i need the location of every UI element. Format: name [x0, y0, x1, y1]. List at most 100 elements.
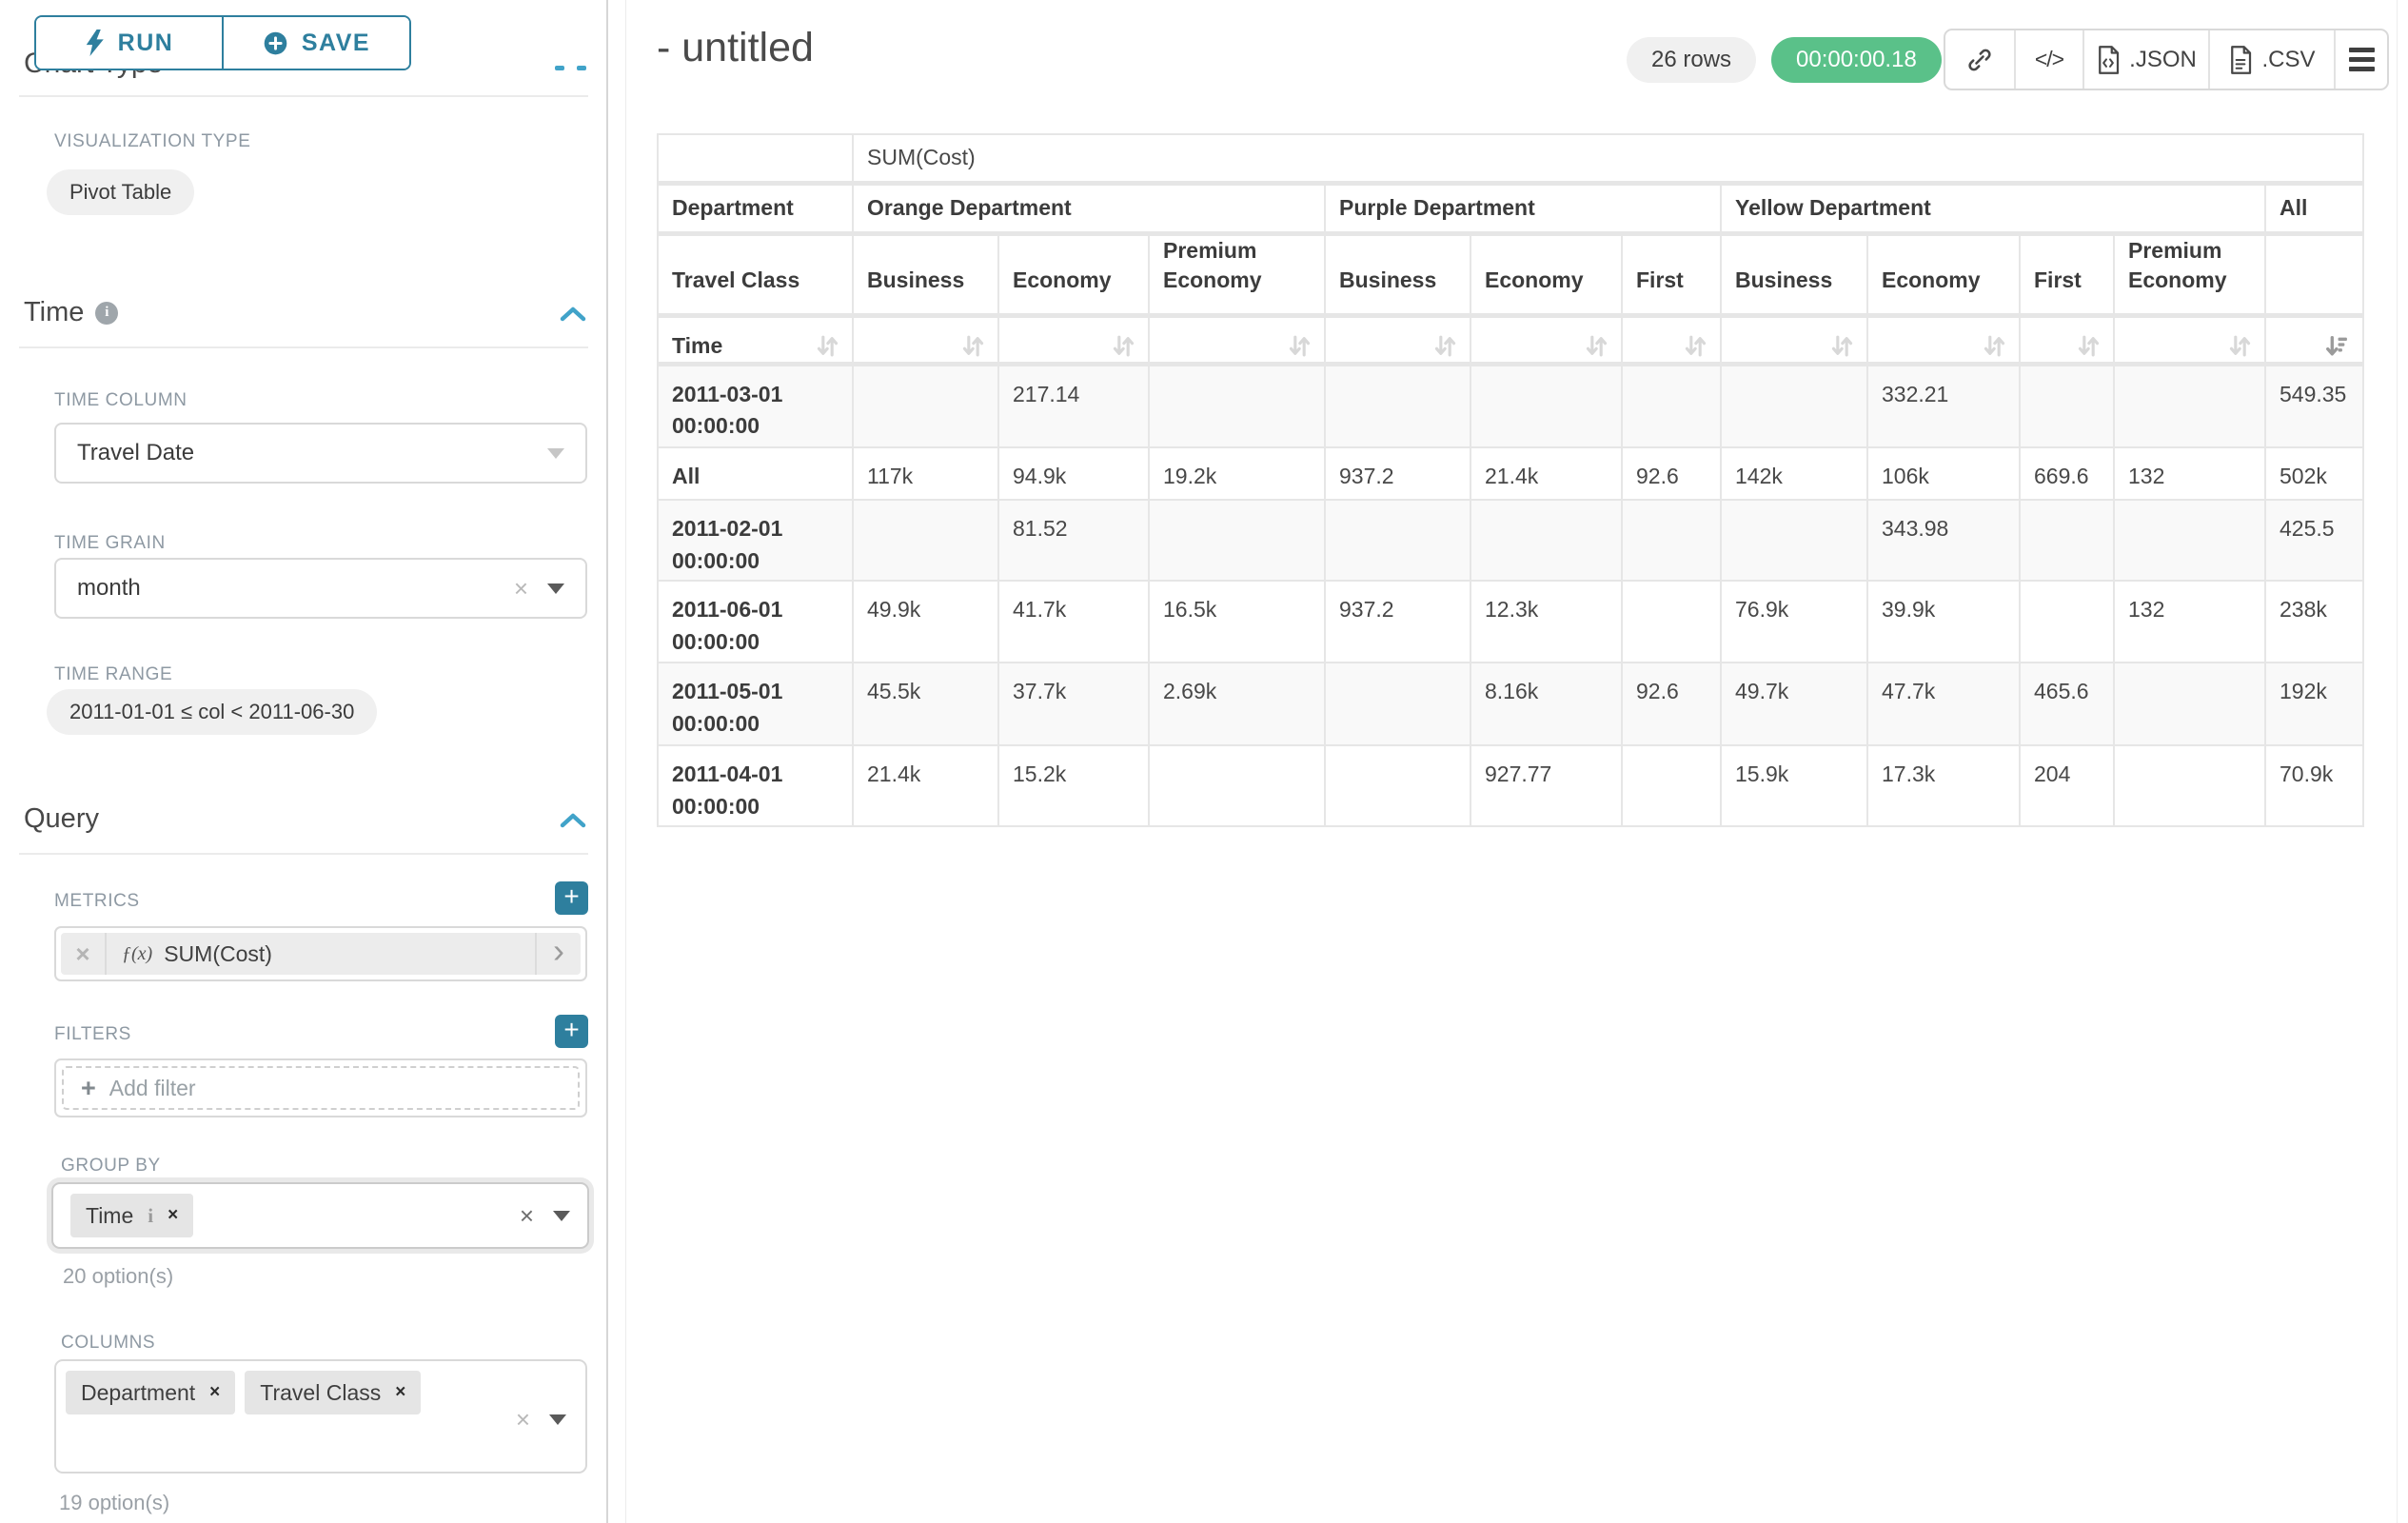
column-header: [2263, 232, 2365, 318]
link-icon: [1968, 49, 1991, 70]
info-icon: i: [148, 1203, 154, 1227]
metric-pill[interactable]: × ƒ(x) SUM(Cost) ›: [61, 933, 581, 975]
sort-icon[interactable]: [817, 334, 839, 358]
metric-header-cell: SUM(Cost): [851, 133, 2365, 186]
chevron-down-icon: [549, 1414, 566, 1425]
time-column-select[interactable]: Travel Date: [54, 423, 587, 484]
chart-title[interactable]: - untitled: [657, 25, 814, 70]
sort-icon[interactable]: [962, 334, 984, 358]
pill-label: Department: [81, 1379, 196, 1405]
sort-cell: [997, 313, 1150, 366]
pivot-value-cell: [1621, 499, 1722, 583]
remove-pill-icon[interactable]: ×: [395, 1382, 406, 1402]
clear-icon[interactable]: ×: [519, 1201, 534, 1230]
add-filter-dropzone[interactable]: + Add filter: [62, 1066, 580, 1110]
time-range-pill[interactable]: 2011-01-01 ≤ col < 2011-06-30: [47, 689, 378, 735]
sort-cell: [1720, 313, 1868, 366]
chevron-right-icon[interactable]: ›: [535, 933, 581, 975]
remove-pill-icon[interactable]: ×: [209, 1382, 221, 1402]
pivot-value-cell: [2019, 580, 2115, 664]
pivot-value-cell: [852, 499, 999, 583]
pivot-value-cell: 132: [2113, 580, 2266, 664]
query-section-header[interactable]: Query: [24, 803, 99, 835]
export-json-button[interactable]: .JSON: [2082, 30, 2208, 89]
pivot-value-cell: 142k: [1720, 446, 1868, 502]
sort-cell: [1148, 313, 1326, 366]
sort-icon[interactable]: [2229, 334, 2251, 358]
sort-icon[interactable]: [1289, 334, 1311, 358]
save-button-label: SAVE: [301, 29, 371, 56]
code-icon: </>: [2034, 47, 2064, 71]
pivot-value-cell: 21.4k: [852, 744, 999, 828]
function-icon: ƒ(x): [122, 942, 153, 964]
clear-icon[interactable]: ×: [513, 574, 528, 603]
pivot-table: SUM(Cost) Department Orange Department Purp…: [657, 133, 2365, 828]
sort-row-label: Time: [672, 332, 723, 358]
sort-icon[interactable]: [1434, 334, 1456, 358]
pivot-value-cell: [1470, 363, 1623, 449]
columns-pill-department[interactable]: Department ×: [66, 1371, 236, 1414]
pivot-value-cell: [1148, 499, 1326, 583]
chevron-up-icon[interactable]: [558, 811, 588, 830]
columns-pill-travel-class[interactable]: Travel Class ×: [245, 1371, 422, 1414]
sort-icon[interactable]: [1586, 334, 1608, 358]
pivot-table-container: SUM(Cost) Department Orange Department Purp…: [657, 133, 2365, 828]
add-filter-button[interactable]: +: [555, 1015, 588, 1048]
save-button[interactable]: SAVE: [222, 17, 409, 69]
run-button[interactable]: RUN: [36, 17, 222, 69]
viz-type-label: VISUALIZATION TYPE: [54, 131, 251, 151]
pivot-value-cell: 669.6: [2019, 446, 2115, 502]
metric-name: SUM(Cost): [164, 940, 272, 966]
sort-icon[interactable]: [1831, 334, 1853, 358]
pivot-value-cell: 217.14: [997, 363, 1150, 449]
pivot-value-cell: [1621, 363, 1722, 449]
add-metric-button[interactable]: +: [555, 881, 588, 915]
pivot-value-cell: 19.2k: [1148, 446, 1326, 502]
chevron-down-icon: [553, 1210, 570, 1221]
chevron-up-icon[interactable]: [558, 305, 588, 324]
remove-metric-icon[interactable]: ×: [61, 933, 107, 975]
pivot-value-cell: [1720, 499, 1868, 583]
share-link-button[interactable]: [1945, 30, 2014, 89]
info-icon: i: [95, 301, 119, 325]
menu-button[interactable]: [2334, 30, 2387, 89]
sort-desc-icon[interactable]: [2325, 334, 2349, 358]
pivot-value-cell: [1148, 363, 1326, 449]
panel-resizer[interactable]: [606, 0, 626, 1523]
group-by-pill-time[interactable]: Time i ×: [70, 1194, 194, 1237]
sort-icon[interactable]: [1984, 334, 2005, 358]
sort-cell: [1621, 313, 1722, 366]
scrollbar-track[interactable]: [2397, 0, 2398, 1523]
time-grain-select[interactable]: month ×: [54, 558, 587, 619]
sort-icon[interactable]: [1113, 334, 1135, 358]
time-section-title: Time: [24, 297, 85, 327]
view-query-button[interactable]: </>: [2014, 30, 2082, 89]
sort-icon[interactable]: [2078, 334, 2100, 358]
query-section-title: Query: [24, 803, 99, 834]
pivot-value-cell: [2113, 363, 2266, 449]
pivot-value-cell: 204: [2019, 744, 2115, 828]
corner-cell: [657, 133, 854, 186]
clear-icon[interactable]: ×: [515, 1405, 530, 1434]
pivot-value-cell: 465.6: [2019, 662, 2115, 747]
pivot-value-cell: 47.7k: [1866, 662, 2021, 747]
json-label: .JSON: [2129, 46, 2197, 72]
divider: [19, 95, 588, 97]
time-section-header[interactable]: Time i: [24, 297, 119, 328]
group-by-select[interactable]: Time i × ×: [51, 1182, 589, 1249]
bolt-icon: [86, 30, 104, 56]
sort-icon[interactable]: [1685, 334, 1707, 358]
divider: [19, 346, 588, 348]
columns-select[interactable]: Department × Travel Class × ×: [54, 1359, 587, 1474]
export-csv-button[interactable]: .CSV: [2208, 30, 2334, 89]
sort-cell: [2019, 313, 2115, 366]
pivot-value-cell: [2019, 499, 2115, 583]
pivot-value-cell: 2.69k: [1148, 662, 1326, 747]
chart-type-caret-clipped[interactable]: [555, 66, 586, 70]
pivot-value-cell: [1470, 499, 1623, 583]
remove-pill-icon[interactable]: ×: [168, 1205, 179, 1225]
filters-box: + Add filter: [54, 1058, 587, 1118]
pivot-value-cell: 117k: [852, 446, 999, 502]
viz-type-pill[interactable]: Pivot Table: [47, 169, 195, 215]
column-header: First: [1621, 232, 1722, 318]
